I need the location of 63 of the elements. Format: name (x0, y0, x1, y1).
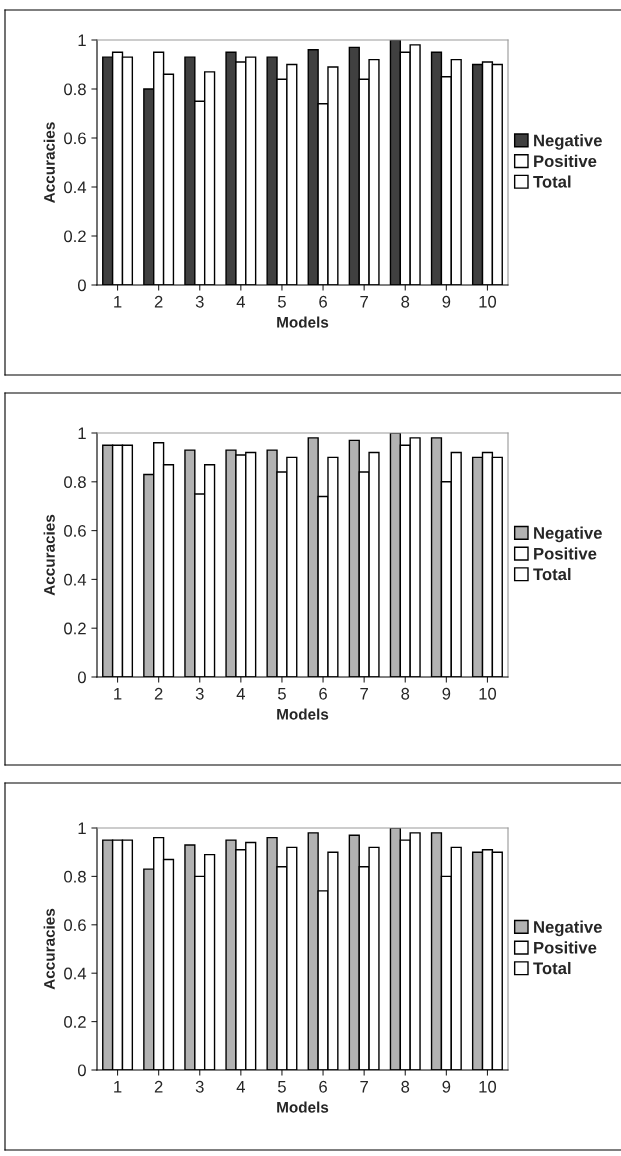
x-tick-label: 6 (319, 295, 327, 308)
x-tick-label: 4 (236, 688, 245, 700)
legend-label: Positive (534, 547, 597, 560)
x-tick-label: 2 (154, 295, 163, 308)
x-tick-label: 1 (114, 296, 122, 308)
x-axis-title: Models (277, 316, 329, 328)
y-tick-label: 1 (78, 427, 86, 440)
y-tick-label: 0 (77, 279, 86, 292)
x-tick-label: 3 (195, 687, 204, 700)
x-tick-label: 4 (236, 296, 245, 308)
y-tick-label: 0.6 (64, 919, 86, 931)
y-tick-label: 0.4 (64, 181, 87, 194)
x-tick-label: 9 (442, 1080, 451, 1093)
legend-label: Total (533, 175, 571, 188)
x-tick-label: 10 (479, 1080, 497, 1093)
x-tick-label: 3 (195, 1080, 204, 1093)
x-axis-title: Models (277, 1101, 329, 1113)
legend-label: Total (533, 567, 571, 581)
y-tick-label: 1 (78, 34, 86, 47)
y-tick-label: 1 (78, 822, 86, 835)
x-tick-label: 6 (319, 687, 327, 700)
x-tick-label: 5 (277, 1081, 286, 1093)
x-tick-label: 1 (114, 688, 122, 700)
y-tick-label: 0.6 (64, 132, 86, 145)
legend-label: Positive (534, 941, 597, 954)
y-tick-label: 0.8 (64, 476, 86, 488)
x-tick-label: 7 (360, 1081, 368, 1093)
x-axis-title: Models (277, 708, 329, 720)
x-tick-label: 6 (319, 1080, 327, 1093)
y-axis-title: Accuracies (43, 122, 55, 203)
x-tick-label: 10 (479, 295, 497, 308)
y-tick-label: 0.2 (64, 1016, 86, 1028)
y-tick-label: 0.4 (64, 573, 87, 586)
x-tick-label: 2 (154, 687, 163, 700)
y-tick-label: 0.6 (64, 525, 86, 537)
y-tick-label: 0.2 (64, 622, 86, 635)
y-tick-label: 0.8 (64, 83, 86, 96)
legend-label: Negative (534, 920, 602, 937)
x-tick-label: 8 (401, 1080, 410, 1093)
x-tick-label: 8 (401, 295, 410, 308)
x-tick-label: 3 (195, 295, 204, 308)
legend-label: Total (533, 961, 571, 975)
x-tick-label: 8 (401, 687, 410, 700)
x-tick-label: 2 (154, 1080, 163, 1093)
x-tick-label: 10 (479, 687, 497, 700)
y-tick-label: 0.4 (64, 967, 87, 980)
y-axis-title: Accuracies (43, 908, 55, 990)
x-tick-label: 7 (360, 688, 368, 700)
legend-label: Positive (534, 154, 597, 168)
legend-label: Negative (534, 134, 602, 150)
x-tick-label: 4 (236, 1081, 245, 1093)
x-tick-label: 5 (277, 296, 286, 308)
x-tick-label: 1 (114, 1081, 122, 1093)
legend-label: Negative (534, 526, 602, 543)
y-tick-label: 0.2 (64, 230, 86, 243)
y-axis-title: Accuracies (43, 514, 55, 596)
x-tick-label: 9 (442, 295, 451, 308)
y-tick-label: 0 (77, 1064, 86, 1077)
y-tick-label: 0.8 (64, 870, 86, 883)
y-tick-label: 0 (77, 671, 86, 684)
x-tick-label: 9 (442, 687, 451, 700)
x-tick-label: 5 (277, 688, 286, 700)
x-tick-label: 7 (360, 296, 368, 308)
